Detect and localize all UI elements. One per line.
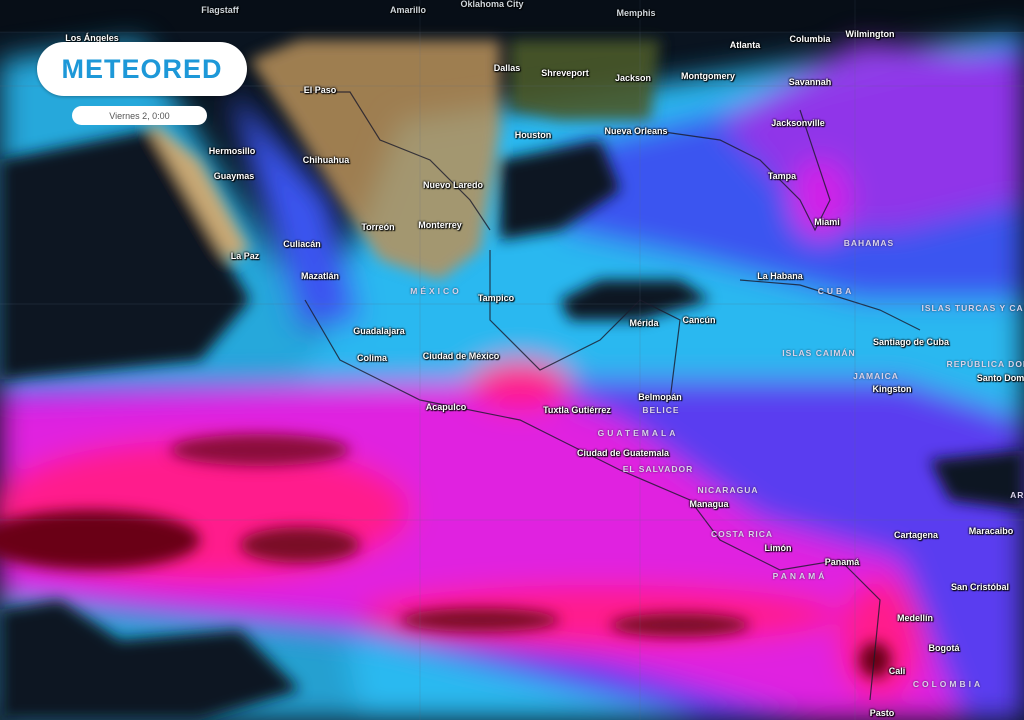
city-label: Jacksonville — [771, 118, 825, 128]
country-label: COLOMBIA — [912, 679, 984, 689]
country-label: BELICE — [642, 405, 680, 415]
city-label: Acapulco — [425, 402, 467, 412]
city-label: Los Ángeles — [65, 33, 119, 43]
city-label: Colima — [356, 353, 388, 363]
city-label: Montgomery — [681, 71, 735, 81]
city-label: Oklahoma City — [460, 0, 524, 9]
map-top-band — [0, 0, 1024, 32]
city-label: Flagstaff — [201, 5, 239, 15]
city-label: Tampico — [477, 293, 515, 303]
city-label: Culiacán — [283, 239, 321, 249]
city-label: El Paso — [303, 85, 337, 95]
city-label: Monterrey — [418, 220, 462, 230]
city-label: Ciudad de México — [422, 351, 500, 361]
country-label: ISLAS TURCAS Y CAICOS — [921, 303, 1024, 313]
city-label: Guadalajara — [353, 326, 405, 336]
city-label: Santiago de Cuba — [872, 337, 950, 347]
city-label: Tampa — [767, 171, 797, 181]
city-label: Amarillo — [389, 5, 427, 15]
city-label: La Habana — [757, 271, 803, 281]
city-label: Santo Domingo — [976, 373, 1024, 383]
city-label: Hermosillo — [208, 146, 256, 156]
city-label: Belmopán — [638, 392, 682, 402]
city-label: Houston — [514, 130, 552, 140]
meteored-logo[interactable]: METEORED — [37, 42, 247, 96]
city-label: Bogotá — [928, 643, 960, 653]
forecast-timestamp: Viernes 2, 0:00 — [72, 106, 207, 125]
city-label: Pasto — [869, 708, 895, 718]
city-label: Maracaibo — [968, 526, 1014, 536]
city-label: Medellín — [896, 613, 934, 623]
city-label: Jackson — [614, 73, 652, 83]
city-label: Savannah — [788, 77, 832, 87]
city-label: Cancún — [682, 315, 716, 325]
city-label: Limón — [764, 543, 792, 553]
city-label: Columbia — [789, 34, 831, 44]
country-label: EL SALVADOR — [622, 464, 694, 474]
city-label: Mérida — [629, 318, 659, 328]
city-label: Managua — [689, 499, 729, 509]
city-label: Chihuahua — [302, 155, 350, 165]
city-label: Ciudad de Guatemala — [576, 448, 670, 458]
country-label: REPÚBLICA DOMINICANA — [946, 359, 1024, 369]
city-label: Atlanta — [729, 40, 761, 50]
country-label: NICARAGUA — [697, 485, 759, 495]
city-label: Tuxtla Gutiérrez — [543, 405, 611, 415]
city-label: Panamá — [824, 557, 860, 567]
city-label: Miami — [814, 217, 840, 227]
city-label: Cartagena — [893, 530, 939, 540]
country-label: ISLAS CAIMÁN — [782, 348, 856, 358]
country-label: BAHAMAS — [843, 238, 895, 248]
city-label: Dallas — [493, 63, 521, 73]
city-label: San Cristóbal — [950, 582, 1010, 592]
brand-name: METEORED — [61, 53, 223, 84]
city-label: Shreveport — [541, 68, 589, 78]
city-label: La Paz — [230, 251, 260, 261]
country-label: PANAMÁ — [772, 571, 828, 581]
country-label: GUATEMALA — [597, 428, 679, 438]
city-label: Wilmington — [845, 29, 895, 39]
city-label: Guaymas — [213, 171, 255, 181]
city-label: Mazatlán — [300, 271, 340, 281]
country-label: CUBA — [817, 286, 855, 296]
country-label: COSTA RICA — [711, 529, 773, 539]
city-label: Nuevo Laredo — [422, 180, 484, 190]
country-label: ARUBA — [1010, 490, 1024, 500]
city-label: Nueva Orleans — [604, 126, 668, 136]
country-label: MÉXICO — [410, 286, 462, 296]
city-label: Memphis — [616, 8, 656, 18]
country-label: JAMAICA — [853, 371, 899, 381]
city-label: Cali — [888, 666, 906, 676]
city-label: Torreón — [361, 222, 395, 232]
city-label: Kingston — [872, 384, 912, 394]
